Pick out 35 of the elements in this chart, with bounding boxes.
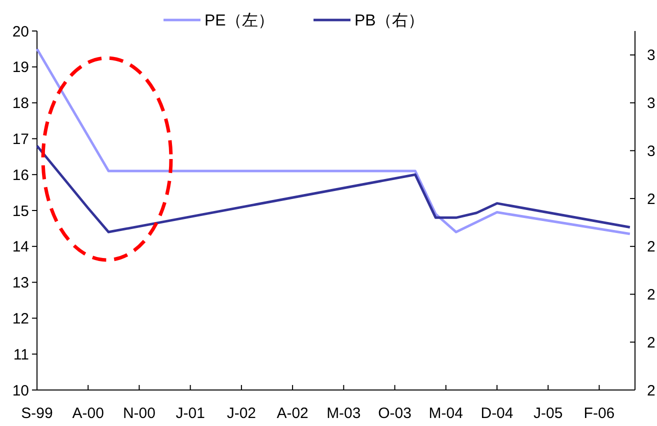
y-tick-label: 19 (12, 59, 29, 76)
y-tick-label: 16 (12, 166, 29, 184)
y-tick-label: 20 (12, 23, 29, 40)
legend-label: PE（左） (204, 12, 274, 30)
x-tick-label: S-99 (21, 405, 53, 422)
x-tick-label: D-04 (480, 405, 514, 422)
y2-tick-label: 3 (647, 47, 656, 64)
x-tick-label: A-00 (72, 405, 104, 422)
x-tick-label: O-03 (378, 405, 412, 422)
x-tick-label: M-04 (428, 405, 463, 422)
y-tick-label: 15 (12, 202, 29, 220)
x-tick-label: F-06 (584, 405, 615, 422)
x-tick-label: N-00 (122, 405, 156, 422)
x-tick-label: J-02 (226, 405, 256, 422)
y2-tick-label: 2 (647, 190, 656, 208)
x-tick-label: J-01 (176, 405, 205, 422)
y-tick-label: 11 (13, 346, 29, 364)
y-tick-label: 18 (12, 95, 29, 112)
y-tick-label: 13 (12, 274, 29, 292)
line-series (36, 48, 632, 236)
y2-tick-label: 2 (647, 286, 656, 304)
y-tick-label: 10 (12, 382, 29, 400)
y2-tick-label: 2 (647, 382, 656, 400)
y2-tick-label: 2 (647, 238, 656, 256)
line-series (36, 144, 632, 234)
y-tick-label: 14 (12, 238, 29, 256)
x-tick-label: M-03 (326, 405, 361, 422)
x-tick-label: A-02 (276, 405, 308, 422)
y2-tick-label: 3 (647, 95, 656, 112)
y-tick-label: 12 (12, 310, 29, 328)
y2-tick-label: 2 (647, 334, 656, 352)
y-tick-label: 17 (12, 130, 29, 148)
y2-tick-label: 3 (647, 142, 656, 160)
legend-label: PB（右） (354, 12, 424, 30)
x-tick-label: J-05 (534, 405, 563, 422)
